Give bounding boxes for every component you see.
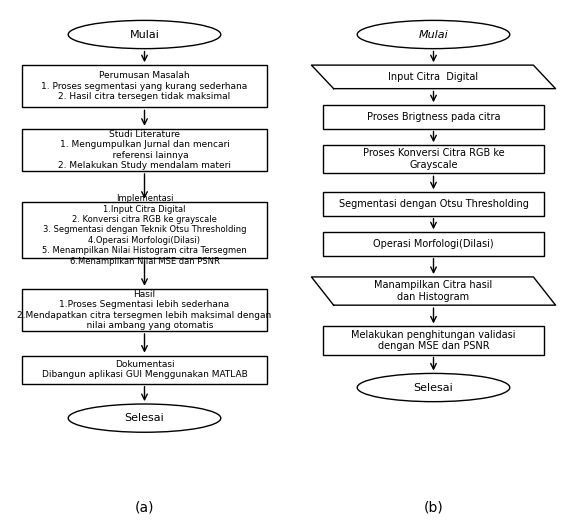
Text: Selesai: Selesai [414, 382, 453, 393]
Text: Operasi Morfologi(Dilasi): Operasi Morfologi(Dilasi) [373, 239, 494, 249]
Text: Studi Literature
1. Mengumpulkan Jurnal dan mencari
    referensi lainnya
2. Mel: Studi Literature 1. Mengumpulkan Jurnal … [58, 130, 231, 170]
Text: Mulai: Mulai [129, 29, 160, 40]
Text: (b): (b) [424, 501, 443, 514]
Text: (a): (a) [135, 501, 154, 514]
Text: Manampilkan Citra hasil
dan Histogram: Manampilkan Citra hasil dan Histogram [375, 280, 492, 302]
Text: Dokumentasi
Dibangun aplikasi GUI Menggunakan MATLAB: Dokumentasi Dibangun aplikasi GUI Menggu… [42, 360, 247, 379]
Text: Hasil
1.Proses Segmentasi lebih sederhana
2.Mendapatkan citra tersegmen lebih ma: Hasil 1.Proses Segmentasi lebih sederhan… [17, 290, 272, 330]
Polygon shape [312, 65, 555, 89]
Text: Selesai: Selesai [125, 413, 164, 423]
Text: Input Citra  Digital: Input Citra Digital [388, 72, 479, 82]
Text: Melakukan penghitungan validasi
dengan MSE dan PSNR: Melakukan penghitungan validasi dengan M… [351, 329, 516, 351]
Text: Mulai: Mulai [418, 29, 449, 40]
Text: Proses Konversi Citra RGB ke
Grayscale: Proses Konversi Citra RGB ke Grayscale [362, 149, 505, 170]
Text: Implementasi
1.Input Citra Digital
2. Konversi citra RGB ke grayscale
3. Segment: Implementasi 1.Input Citra Digital 2. Ko… [42, 194, 247, 266]
Text: Perumusan Masalah
1. Proses segmentasi yang kurang sederhana
2. Hasil citra ters: Perumusan Masalah 1. Proses segmentasi y… [42, 72, 247, 101]
Text: Proses Brigtness pada citra: Proses Brigtness pada citra [367, 112, 500, 122]
Text: Segmentasi dengan Otsu Thresholding: Segmentasi dengan Otsu Thresholding [339, 199, 528, 209]
Polygon shape [312, 277, 555, 305]
